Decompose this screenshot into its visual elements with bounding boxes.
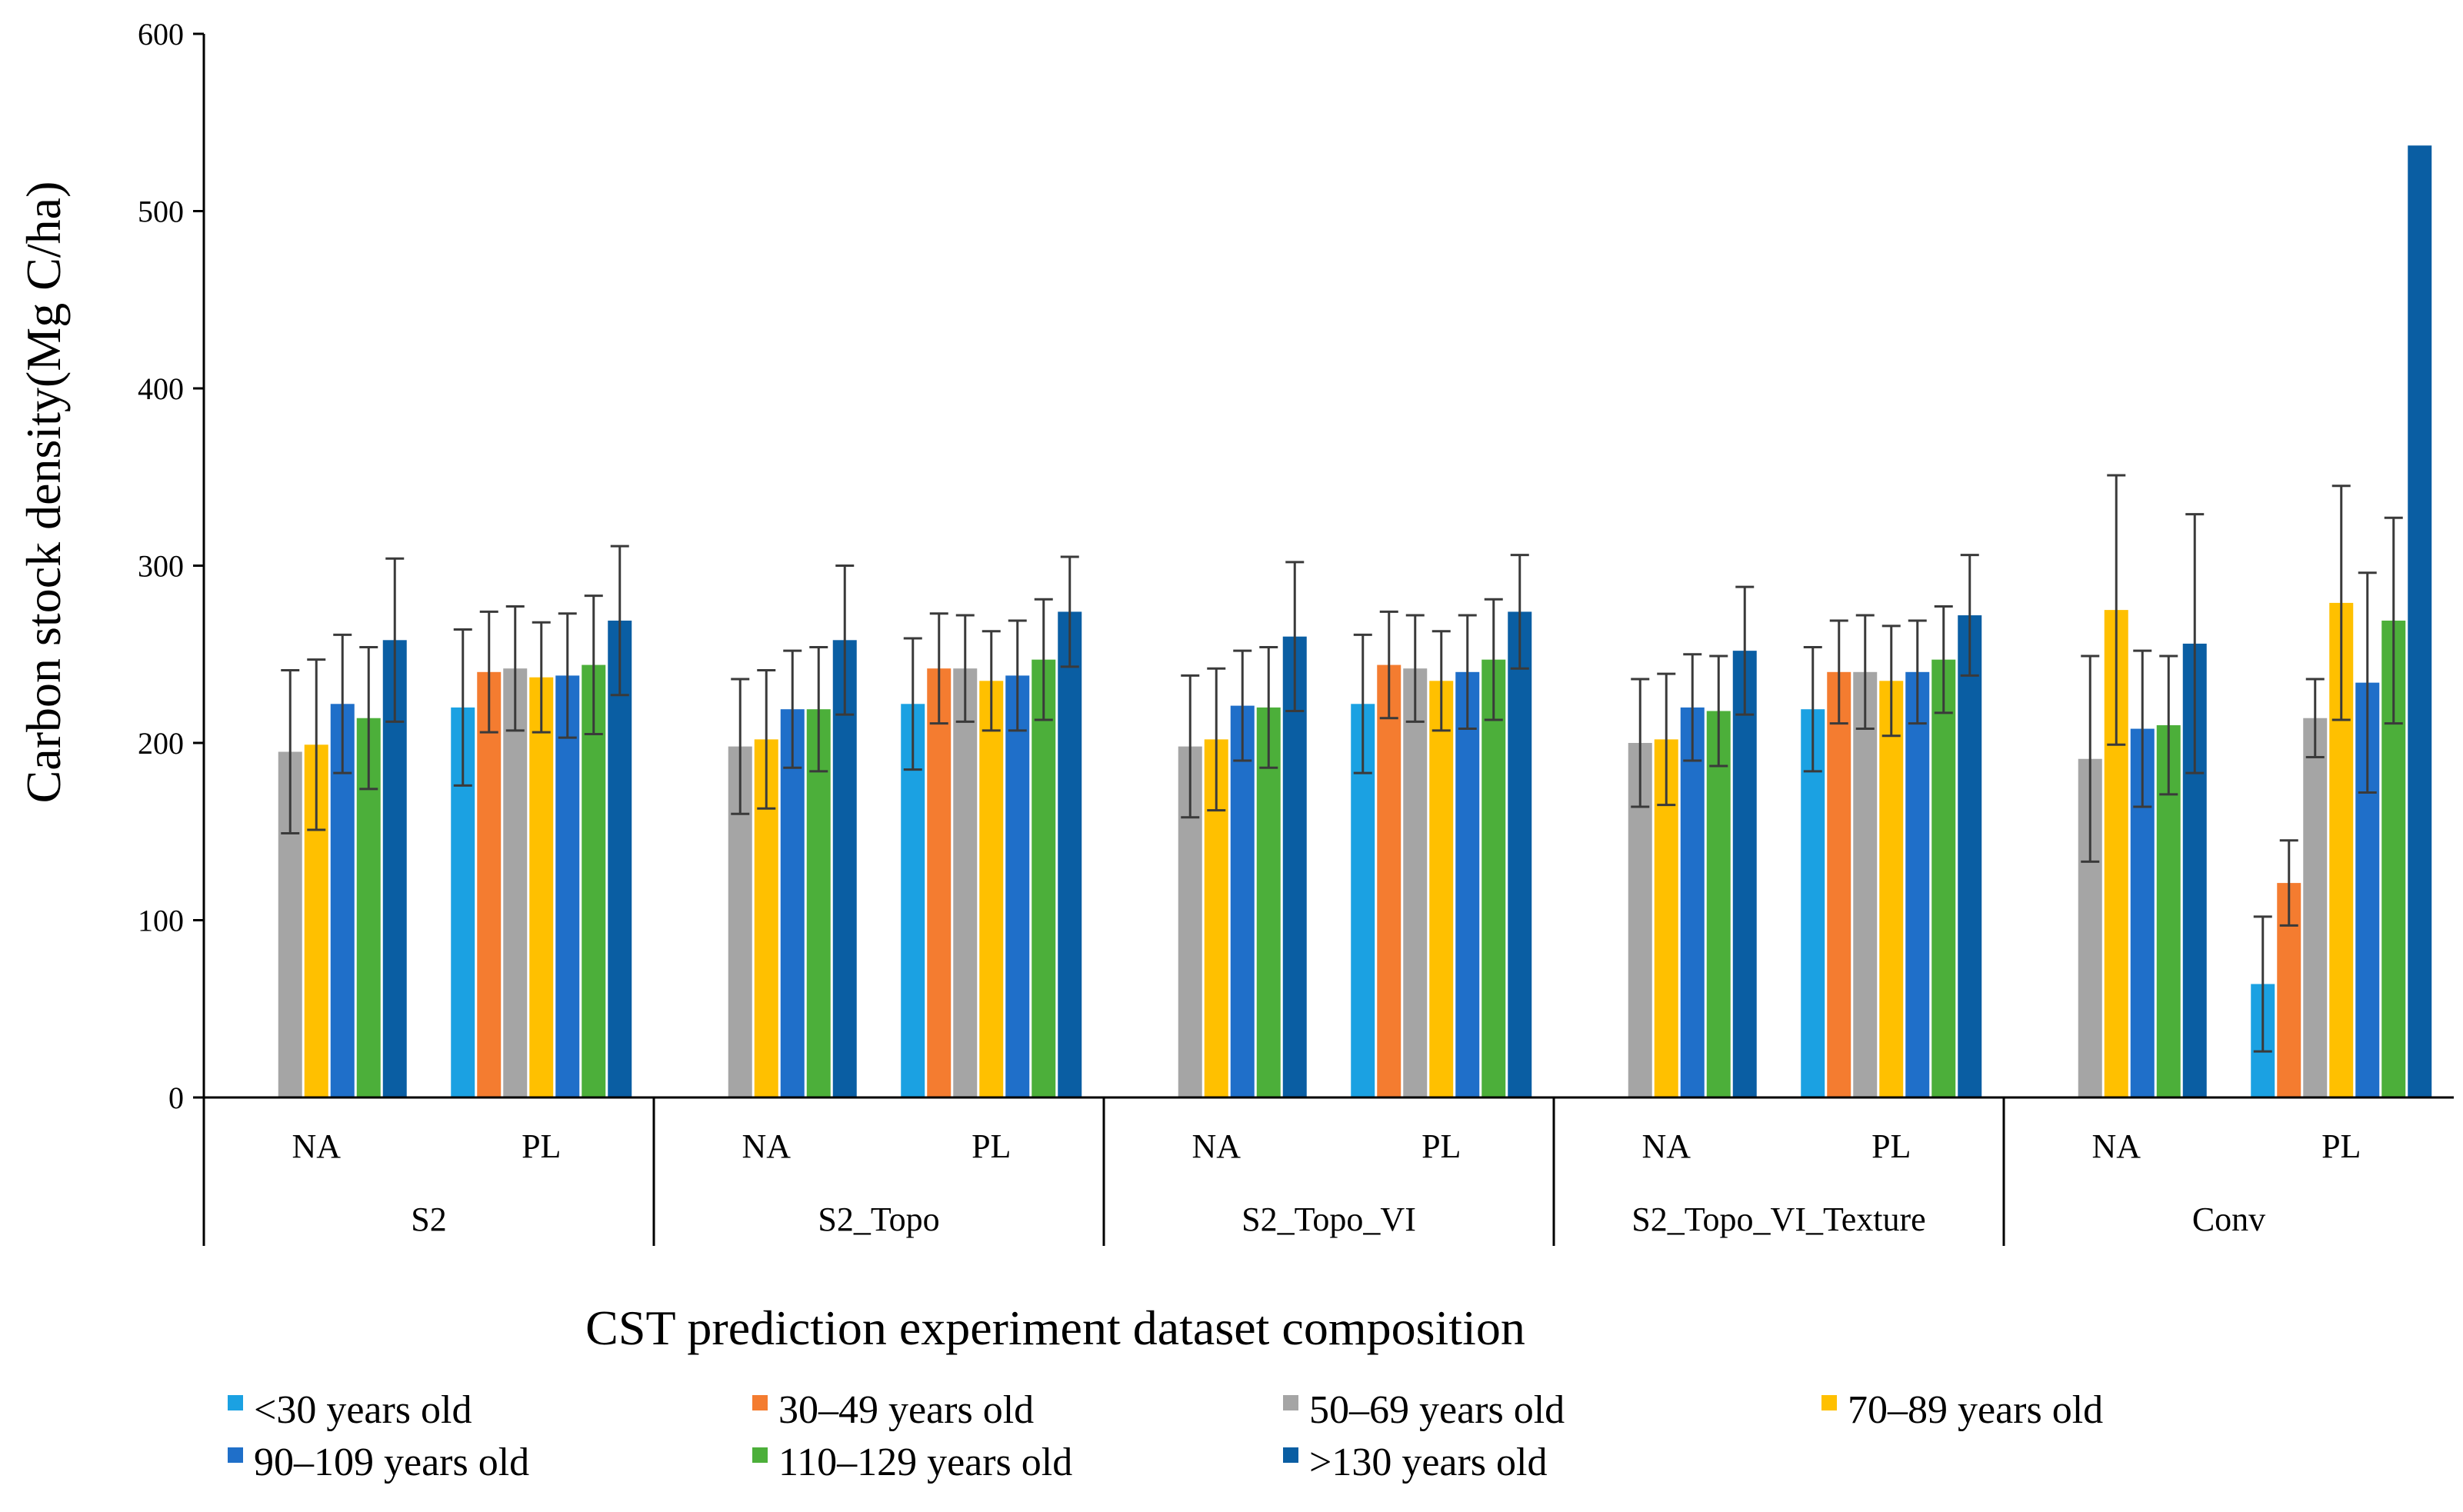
- legend-label: 50–69 years old: [1309, 1388, 1565, 1432]
- legend-swatch: [228, 1447, 243, 1463]
- bar: [1005, 675, 1030, 1097]
- category-label: PL: [2321, 1127, 2361, 1165]
- y-tick-label: 400: [138, 371, 184, 406]
- bar: [1508, 611, 1532, 1097]
- legend: <30 years old 30–49 years old 50–69 years …: [228, 1388, 2103, 1484]
- y-tick-label: 0: [168, 1081, 184, 1115]
- y-axis-title: Carbon stock density(Mg C/ha): [16, 182, 71, 804]
- bar: [1931, 659, 1956, 1097]
- bar: [555, 675, 580, 1097]
- legend-swatch: [752, 1395, 768, 1410]
- group-label: S2_Topo_VI: [1241, 1201, 1416, 1238]
- legend-swatch: [752, 1447, 768, 1463]
- y-tick-label: 500: [138, 195, 184, 229]
- axes: 0 100 200 300 400 500 600 NA PL S2 NA PL S2_Topo NA PL…: [138, 17, 2454, 1246]
- bar: [477, 671, 502, 1097]
- bar: [1801, 709, 1825, 1097]
- bar: [1853, 671, 1878, 1097]
- bar: [979, 681, 1004, 1097]
- bar: [1879, 681, 1904, 1097]
- category-label: NA: [292, 1127, 341, 1165]
- legend-label: 90–109 years old: [254, 1440, 529, 1484]
- legend-swatch: [228, 1395, 243, 1410]
- y-tick-label: 100: [138, 904, 184, 938]
- legend-swatch: [1821, 1395, 1837, 1410]
- bar: [953, 668, 978, 1097]
- y-tick-label: 300: [138, 549, 184, 584]
- error-bars: [281, 474, 2403, 1053]
- category-label: PL: [1871, 1127, 1911, 1165]
- group-label: S2_Topo_VI_Texture: [1631, 1201, 1925, 1238]
- bar: [1827, 671, 1851, 1097]
- bar: [1032, 659, 1056, 1097]
- category-label: NA: [742, 1127, 791, 1165]
- bar: [608, 620, 632, 1097]
- bar: [1403, 668, 1428, 1097]
- bar: [780, 709, 805, 1097]
- group-label: S2_Topo: [818, 1201, 939, 1238]
- legend-label: 30–49 years old: [778, 1388, 1034, 1432]
- group-label: S2: [411, 1201, 446, 1238]
- bar: [1377, 664, 1401, 1097]
- category-label: NA: [2091, 1127, 2141, 1165]
- bar: [1958, 615, 1982, 1097]
- legend-label: 70–89 years old: [1848, 1388, 2103, 1432]
- bar: [1680, 707, 1705, 1097]
- bar: [1230, 705, 1255, 1097]
- category-label: NA: [1641, 1127, 1691, 1165]
- bar: [1905, 671, 1930, 1097]
- bar: [1256, 707, 1281, 1097]
- bar: [1481, 659, 1506, 1097]
- legend-label: 110–129 years old: [778, 1440, 1072, 1484]
- bar: [1732, 651, 1757, 1097]
- category-label: PL: [522, 1127, 561, 1165]
- legend-swatch: [1283, 1447, 1298, 1463]
- bar: [1282, 636, 1307, 1097]
- bar: [529, 677, 554, 1097]
- y-tick-label: 600: [138, 17, 184, 52]
- bars: [278, 145, 2432, 1098]
- y-tick-label: 200: [138, 726, 184, 761]
- bar: [582, 664, 606, 1097]
- bar: [1455, 671, 1480, 1097]
- category-label: PL: [972, 1127, 1011, 1165]
- group-label: Conv: [2192, 1201, 2265, 1238]
- bar: [503, 668, 528, 1097]
- category-label: PL: [1421, 1127, 1461, 1165]
- category-label: NA: [1192, 1127, 1241, 1165]
- bar: [927, 668, 952, 1097]
- legend-swatch: [1283, 1395, 1298, 1410]
- bar: [2408, 145, 2432, 1098]
- legend-label: >130 years old: [1309, 1440, 1548, 1484]
- bar: [832, 640, 857, 1097]
- bar: [1706, 711, 1731, 1097]
- bar: [1429, 681, 1454, 1097]
- bar: [806, 709, 831, 1097]
- x-axis-title: CST prediction experiment dataset compos…: [585, 1301, 1525, 1355]
- legend-label: <30 years old: [254, 1388, 472, 1432]
- bar: [1058, 611, 1082, 1097]
- bar: [2303, 718, 2328, 1097]
